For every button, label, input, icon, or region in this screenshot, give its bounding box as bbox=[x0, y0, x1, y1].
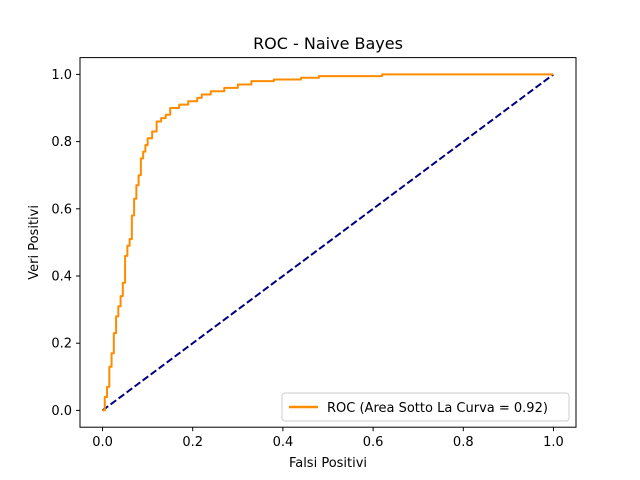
plot-area bbox=[101, 73, 555, 412]
y-tick-label: 0.6 bbox=[51, 202, 72, 217]
x-tick-label: 0.4 bbox=[273, 435, 294, 450]
y-axis-ticks: 0.0 0.2 0.4 0.6 0.8 1.0 bbox=[51, 68, 80, 419]
legend-box bbox=[281, 392, 570, 422]
diagonal-reference-line bbox=[101, 73, 555, 412]
x-axis-label: Falsi Positivi bbox=[289, 456, 367, 471]
x-tick-label: 0.8 bbox=[453, 435, 474, 450]
chart-title: ROC - Naive Bayes bbox=[253, 34, 403, 53]
roc-curve-line bbox=[102, 73, 554, 412]
x-tick-label: 0.2 bbox=[182, 435, 203, 450]
axes-frame bbox=[79, 57, 577, 428]
x-tick-label: 1.0 bbox=[543, 435, 564, 450]
y-tick-label: 1.0 bbox=[51, 68, 72, 83]
y-axis-label: Veri Positivi bbox=[27, 205, 42, 280]
y-tick-label: 0.0 bbox=[51, 404, 72, 419]
legend-label-roc: ROC (Area Sotto La Curva = 0.92) bbox=[327, 401, 548, 416]
x-tick-label: 0.6 bbox=[363, 435, 384, 450]
y-tick-label: 0.4 bbox=[51, 270, 72, 285]
x-tick-label: 0.0 bbox=[92, 435, 113, 450]
legend: ROC (Area Sotto La Curva = 0.92) bbox=[281, 392, 570, 422]
y-tick-label: 0.8 bbox=[51, 135, 72, 150]
y-tick-label: 0.2 bbox=[51, 337, 72, 352]
x-axis-ticks: 0.0 0.2 0.4 0.6 0.8 1.0 bbox=[92, 427, 564, 450]
